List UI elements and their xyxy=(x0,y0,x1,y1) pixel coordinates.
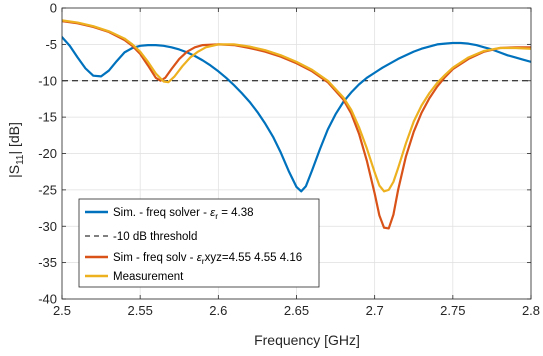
series-group xyxy=(62,19,531,230)
legend-label-tail: xyz=4.55 4.55 4.16 xyxy=(205,252,303,264)
legend-entry-sim-freq-solver: Sim. - freq solver - εr = 4.38 xyxy=(85,207,254,221)
y-axis-label-main: |S xyxy=(6,165,22,178)
legend-label-tail: = 4.38 xyxy=(218,207,254,219)
y-axis-label: |S11| [dB] xyxy=(6,122,26,178)
legend-label-sim-freq-solver: Sim. - freq solver - εr = 4.38 xyxy=(113,207,254,221)
y-tick-label: 0 xyxy=(50,1,57,16)
ticks xyxy=(61,7,532,300)
y-tick-label: -35 xyxy=(38,255,57,270)
series-line-0 xyxy=(62,36,531,193)
legend-box xyxy=(78,198,320,288)
x-tick-label: 2.75 xyxy=(440,303,465,318)
legend-label-main: Sim. - freq solver - xyxy=(113,207,210,219)
legend-label-sim-freq-solv: Sim - freq solv - εrxyz=4.55 4.55 4.16 xyxy=(113,252,302,266)
y-tick-label: -10 xyxy=(38,73,57,88)
legend-label-epsilon: ε xyxy=(197,252,203,264)
y-axis-label-sub: 11 xyxy=(15,154,26,165)
x-tick-label: 2.55 xyxy=(128,303,153,318)
y-tick-label: -40 xyxy=(38,292,57,307)
tick-labels: 2.5 2.55 2.6 2.65 2.7 2.75 2.8 0 -5 -10 -15 -20 -25 -… xyxy=(38,1,540,319)
x-tick-label: 2.65 xyxy=(284,303,309,318)
x-axis-label: Frequency [GHz] xyxy=(254,332,360,348)
legend-entry-measurement: Measurement xyxy=(85,271,184,283)
x-tick-label: 2.7 xyxy=(366,303,384,318)
y-tick-label: -30 xyxy=(38,219,57,234)
legend-entry-threshold: -10 dB threshold xyxy=(85,231,197,243)
x-tick-label: 2.6 xyxy=(209,303,227,318)
legend-label-epsilon: ε xyxy=(210,207,216,219)
y-axis-label-tail: | [dB] xyxy=(6,122,22,154)
series-line-3 xyxy=(62,19,531,193)
legend-label-sub: r xyxy=(215,211,218,221)
x-tick-label: 2.5 xyxy=(53,303,71,318)
y-tick-label: -5 xyxy=(45,37,57,52)
y-tick-label: -20 xyxy=(38,146,57,161)
series-line-2 xyxy=(62,19,531,230)
legend: Sim. - freq solver - εr = 4.38 -10 dB th… xyxy=(78,198,320,288)
legend-entry-sim-freq-solv: Sim - freq solv - εrxyz=4.55 4.55 4.16 xyxy=(85,252,302,266)
legend-label-sub: r xyxy=(202,256,205,266)
legend-label-main: Sim - freq solv - xyxy=(113,252,197,264)
y-tick-label: -25 xyxy=(38,182,57,197)
legend-label-measurement: Measurement xyxy=(113,271,184,283)
legend-label-threshold: -10 dB threshold xyxy=(113,231,197,243)
x-tick-label: 2.8 xyxy=(522,303,540,318)
y-tick-label: -15 xyxy=(38,110,57,125)
